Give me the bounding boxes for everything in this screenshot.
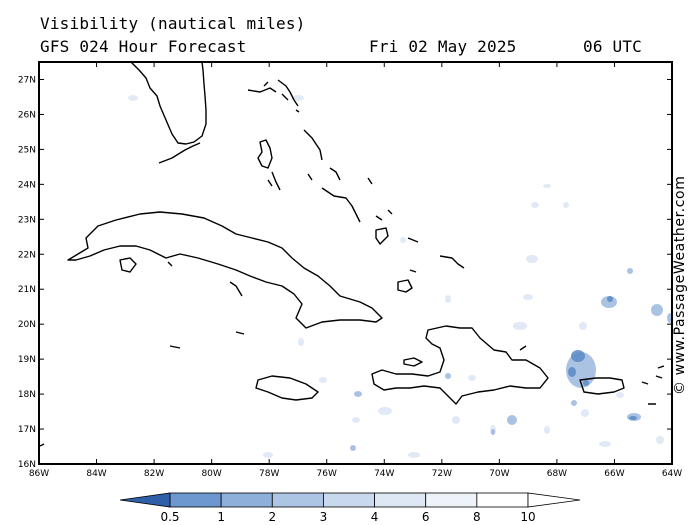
legend-swatch — [169, 492, 222, 508]
jamaica-coast — [255, 375, 319, 401]
lon-tick-label: 70W — [489, 469, 509, 479]
lat-tick-label: 23N — [18, 215, 36, 225]
bahamas-grand-bahama — [247, 81, 277, 93]
lon-tick-label: 72W — [432, 469, 452, 479]
lon-tick-label: 66W — [604, 469, 624, 479]
forecast-date: Fri 02 May 2025 — [369, 37, 517, 56]
legend-label: 2 — [268, 510, 276, 524]
lon-tick-label: 82W — [144, 469, 164, 479]
lon-tick-label: 80W — [201, 469, 221, 479]
lat-tick-label: 24N — [18, 180, 36, 190]
lat-tick-label: 18N — [18, 390, 36, 400]
lat-tick-label: 22N — [18, 250, 36, 260]
lat-tick-label: 16N — [18, 460, 36, 470]
legend-left-arrow — [119, 492, 171, 508]
legend-label: 0.5 — [160, 510, 179, 524]
legend-label: 3 — [320, 510, 328, 524]
puerto-rico-coast — [579, 377, 625, 395]
legend-swatch — [220, 492, 273, 508]
legend-label: 10 — [520, 510, 535, 524]
forecast-label: GFS 024 Hour Forecast — [40, 37, 247, 56]
lat-tick-label: 19N — [18, 355, 36, 365]
lon-tick-label: 84W — [86, 469, 106, 479]
haiti-coast — [371, 325, 549, 405]
legend-swatch — [323, 492, 375, 508]
lat-tick-label: 25N — [18, 145, 36, 155]
lat-tick-label: 17N — [18, 425, 36, 435]
cuba-coast — [67, 211, 383, 329]
chart-title: Visibility (nautical miles) — [40, 14, 306, 33]
bahamas-inagua-north — [375, 227, 389, 245]
lon-tick-label: 64W — [662, 469, 682, 479]
legend-label: 8 — [473, 510, 481, 524]
visibility-legend: 0.5 1 2 3 4 6 8 10 — [119, 492, 581, 524]
lat-tick-label: 27N — [18, 75, 36, 85]
map-frame — [38, 61, 673, 465]
longitude-axis: 86W 84W 82W 80W 78W 76W 74W 72W 70W 68W 66W 64W — [29, 62, 682, 479]
lon-tick-label: 78W — [259, 469, 279, 479]
bahamas-inagua — [397, 279, 413, 293]
latitude-axis: 16N 17N 18N 19N 20N 21N 22N 23N 24N 25N 26N 27N — [18, 75, 672, 470]
legend-swatch — [425, 492, 478, 508]
lon-tick-label: 68W — [547, 469, 567, 479]
legend-right-arrow — [527, 492, 581, 508]
lat-tick-label: 26N — [18, 110, 36, 120]
visibility-shading — [128, 95, 672, 458]
lon-tick-label: 74W — [374, 469, 394, 479]
bahamas-andros — [257, 139, 273, 169]
legend-label: 1 — [217, 510, 225, 524]
legend-swatch — [476, 492, 529, 508]
florida-coast — [130, 62, 207, 145]
legend-swatch — [271, 492, 324, 508]
lon-tick-label: 86W — [29, 469, 49, 479]
gonave-island — [403, 357, 423, 367]
isla-juventud — [119, 257, 137, 273]
legend-swatch — [374, 492, 427, 508]
lat-tick-label: 21N — [18, 285, 36, 295]
lat-tick-label: 20N — [18, 320, 36, 330]
legend-label: 6 — [422, 510, 430, 524]
forecast-time: 06 UTC — [583, 37, 642, 56]
legend-label: 4 — [371, 510, 379, 524]
lon-tick-label: 76W — [317, 469, 337, 479]
coastlines — [39, 62, 665, 447]
